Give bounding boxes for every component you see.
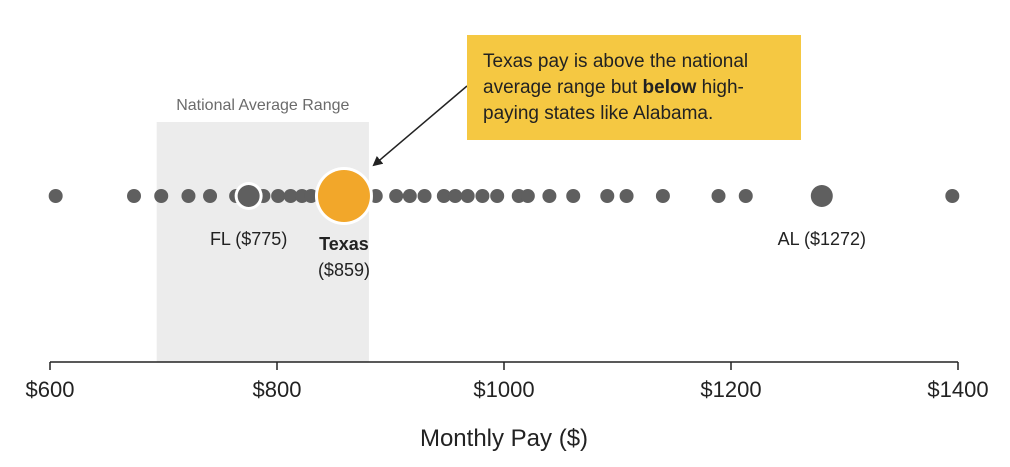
al-point bbox=[810, 185, 833, 207]
texas-name-label: Texas bbox=[319, 234, 369, 254]
texas-point bbox=[317, 170, 370, 222]
data-point bbox=[126, 189, 141, 203]
highlighted-points: FL ($775) Texas ($859) AL ($1272) bbox=[210, 167, 866, 280]
data-point bbox=[520, 189, 535, 203]
national-average-band bbox=[156, 122, 369, 362]
data-point bbox=[619, 189, 634, 203]
annotation-text-after: high-paying states like Alabama. bbox=[483, 77, 744, 124]
data-point bbox=[389, 189, 404, 203]
x-tick-label: $1200 bbox=[700, 377, 761, 402]
x-tick-label: $1000 bbox=[473, 377, 534, 402]
data-point bbox=[48, 189, 63, 203]
data-point bbox=[448, 189, 463, 203]
data-point bbox=[600, 189, 615, 203]
callout-arrow bbox=[372, 85, 468, 167]
al-label: AL ($1272) bbox=[778, 229, 866, 249]
annotation-text-bold: below bbox=[642, 77, 697, 98]
x-tick-label: $600 bbox=[26, 377, 75, 402]
data-point bbox=[711, 189, 726, 203]
data-point bbox=[945, 189, 960, 203]
annotation-callout: Texas pay is above the national average … bbox=[467, 35, 801, 140]
texas-value-label: ($859) bbox=[318, 260, 370, 280]
data-point bbox=[402, 189, 417, 203]
data-point bbox=[181, 189, 196, 203]
fl-point bbox=[237, 185, 260, 207]
data-point bbox=[738, 189, 753, 203]
data-point bbox=[436, 189, 451, 203]
data-point bbox=[283, 189, 298, 203]
data-point bbox=[655, 189, 670, 203]
data-point bbox=[542, 189, 557, 203]
fl-label: FL ($775) bbox=[210, 229, 287, 249]
data-point bbox=[417, 189, 432, 203]
x-axis-label: Monthly Pay ($) bbox=[420, 425, 588, 452]
data-point bbox=[203, 189, 218, 203]
data-point bbox=[566, 189, 581, 203]
data-point bbox=[304, 189, 319, 203]
annotation-text-before: Texas pay is above the national average … bbox=[483, 51, 749, 98]
data-point bbox=[460, 189, 475, 203]
band-label: National Average Range bbox=[176, 97, 349, 114]
x-tick-label: $1400 bbox=[927, 377, 988, 402]
data-point bbox=[490, 189, 505, 203]
data-point bbox=[271, 189, 286, 203]
data-point bbox=[475, 189, 490, 203]
x-axis-ticks: $600 $800 $1000 $1200 $1400 bbox=[26, 362, 989, 402]
data-point bbox=[154, 189, 169, 203]
x-tick-label: $800 bbox=[253, 377, 302, 402]
